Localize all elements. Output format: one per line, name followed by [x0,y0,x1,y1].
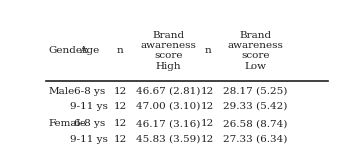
Text: 6-8 ys: 6-8 ys [74,87,105,96]
Text: 28.17 (5.25): 28.17 (5.25) [223,87,288,96]
Text: 12: 12 [114,119,127,128]
Text: 12: 12 [201,119,214,128]
Text: Brand
awareness
score
High: Brand awareness score High [140,31,196,71]
Text: 29.33 (5.42): 29.33 (5.42) [223,102,288,111]
Text: 46.17 (3.16): 46.17 (3.16) [136,119,201,128]
Text: 12: 12 [201,102,214,111]
Text: 47.00 (3.10): 47.00 (3.10) [136,102,201,111]
Text: 46.67 (2.81): 46.67 (2.81) [136,87,201,96]
Text: Male: Male [48,87,75,96]
Text: 6-8 ys: 6-8 ys [74,119,105,128]
Text: n: n [117,46,124,55]
Text: Age: Age [79,46,99,55]
Text: 12: 12 [114,135,127,144]
Text: 26.58 (8.74): 26.58 (8.74) [223,119,288,128]
Text: 12: 12 [201,87,214,96]
Text: 12: 12 [114,87,127,96]
Text: 9-11 ys: 9-11 ys [70,135,108,144]
Text: Brand
awareness
score
Low: Brand awareness score Low [228,31,284,71]
Text: n: n [204,46,211,55]
Text: 45.83 (3.59): 45.83 (3.59) [136,135,201,144]
Text: Gender: Gender [48,46,87,55]
Text: Female: Female [48,119,86,128]
Text: 27.33 (6.34): 27.33 (6.34) [223,135,288,144]
Text: 12: 12 [114,102,127,111]
Text: 9-11 ys: 9-11 ys [70,102,108,111]
Text: 12: 12 [201,135,214,144]
